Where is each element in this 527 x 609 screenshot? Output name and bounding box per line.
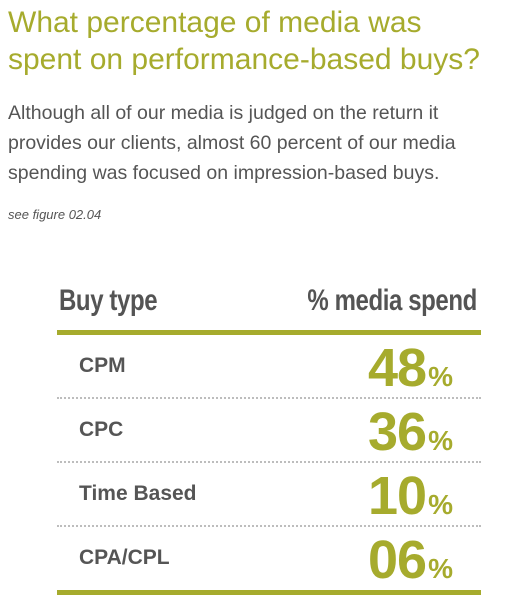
spend-number: 48 (368, 338, 427, 398)
heading-line-2: spent on performance-based buys? (8, 43, 480, 76)
percent-sign: % (428, 489, 453, 520)
spend-value-cell: 48% (368, 341, 453, 395)
table-row: CPM 48% (57, 335, 481, 399)
buy-type-cell: CPC (79, 418, 124, 441)
spend-value-cell: 10% (368, 469, 453, 523)
spend-value-cell: 36% (368, 405, 453, 459)
page-heading: What percentage of media was spent on pe… (8, 4, 523, 78)
table-row: CPC 36% (57, 399, 481, 463)
spend-number: 06 (368, 530, 427, 590)
body-line-2: provides our clients, almost 60 percent … (8, 132, 456, 154)
heading-line-1: What percentage of media was (8, 6, 422, 39)
buy-type-cell: CPM (79, 354, 126, 377)
spend-number: 10 (368, 466, 427, 526)
spend-value-cell: 06% (368, 533, 453, 587)
media-spend-table: Buy type % media spend CPM 48% CPC 36% T… (57, 278, 481, 595)
percent-sign: % (428, 361, 453, 392)
body-paragraph: Although all of our media is judged on t… (8, 98, 523, 188)
header-media-spend: % media spend (307, 284, 477, 317)
buy-type-cell: Time Based (79, 482, 197, 505)
buy-type-cell: CPA/CPL (79, 546, 170, 569)
percent-sign: % (428, 553, 453, 584)
table-header: Buy type % media spend (57, 278, 481, 335)
percent-sign: % (428, 425, 453, 456)
body-line-1: Although all of our media is judged on t… (8, 102, 439, 124)
table-row: Time Based 10% (57, 463, 481, 527)
spend-number: 36 (368, 402, 427, 462)
header-buy-type: Buy type (59, 284, 158, 317)
figure-reference: see figure 02.04 (8, 207, 102, 222)
body-line-3: spending was focused on impression-based… (8, 162, 440, 184)
table-row: CPA/CPL 06% (57, 527, 481, 595)
